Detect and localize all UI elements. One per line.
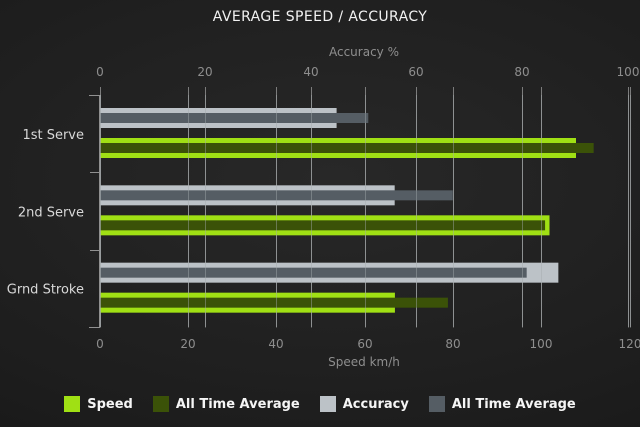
chart-legend: Speed All Time Average Accuracy All Time Av… (0, 396, 640, 412)
bar-chart-canvas: 0 20 40 60 80 100 0 20 40 60 80 100 120 Accuracy % Spe… (7, 45, 640, 369)
bar-speed-alltime[interactable] (100, 297, 448, 308)
legend-swatch-icon (64, 396, 81, 412)
bottom-axis-tick-label: 20 (180, 337, 195, 351)
bar-accuracy-alltime[interactable] (100, 190, 453, 201)
top-axis-tick-label: 100 (617, 65, 640, 79)
bottom-axis-tick-label: 40 (268, 337, 283, 351)
top-axis-tick-label: 20 (197, 65, 212, 79)
legend-label: All Time Average (451, 396, 576, 412)
category-label: 2nd Serve (18, 205, 84, 220)
top-axis-tick-label: 60 (408, 65, 423, 79)
category-label: 1st Serve (22, 128, 84, 143)
bar-speed-alltime[interactable] (100, 220, 546, 231)
bar-accuracy-alltime[interactable] (100, 267, 527, 278)
bottom-axis-title: Speed km/h (328, 355, 400, 369)
chart-title: AVERAGE SPEED / ACCURACY (212, 9, 428, 25)
legend-item-3[interactable]: All Time Average (428, 396, 576, 412)
y-axis-spine (89, 95, 100, 328)
legend-swatch-icon (319, 396, 336, 412)
bar-accuracy-alltime[interactable] (100, 113, 369, 123)
top-axis-tick-label: 40 (303, 65, 318, 79)
legend-swatch-icon (152, 396, 169, 412)
top-axis-tick-label: 80 (514, 65, 529, 79)
bar-speed-alltime[interactable] (100, 143, 594, 153)
bottom-axis-tick-label: 120 (619, 337, 640, 351)
legend-item-1[interactable]: All Time Average (152, 396, 300, 412)
bottom-axis-tick-label: 100 (530, 337, 553, 351)
legend-label: Accuracy (342, 396, 409, 412)
category-label: Grnd Stroke (7, 283, 84, 298)
bottom-axis-tick-label: 0 (96, 337, 104, 351)
legend-label: All Time Average (175, 396, 300, 412)
bottom-axis-tick-label: 80 (445, 337, 460, 351)
legend-swatch-icon (428, 396, 445, 412)
legend-item-2[interactable]: Accuracy (319, 396, 409, 412)
top-axis-tick-label: 0 (96, 65, 104, 79)
top-axis-title: Accuracy % (329, 45, 399, 59)
legend-item-0[interactable]: Speed (64, 396, 133, 412)
bottom-axis-tick-label: 60 (357, 337, 372, 351)
legend-label: Speed (87, 396, 133, 412)
